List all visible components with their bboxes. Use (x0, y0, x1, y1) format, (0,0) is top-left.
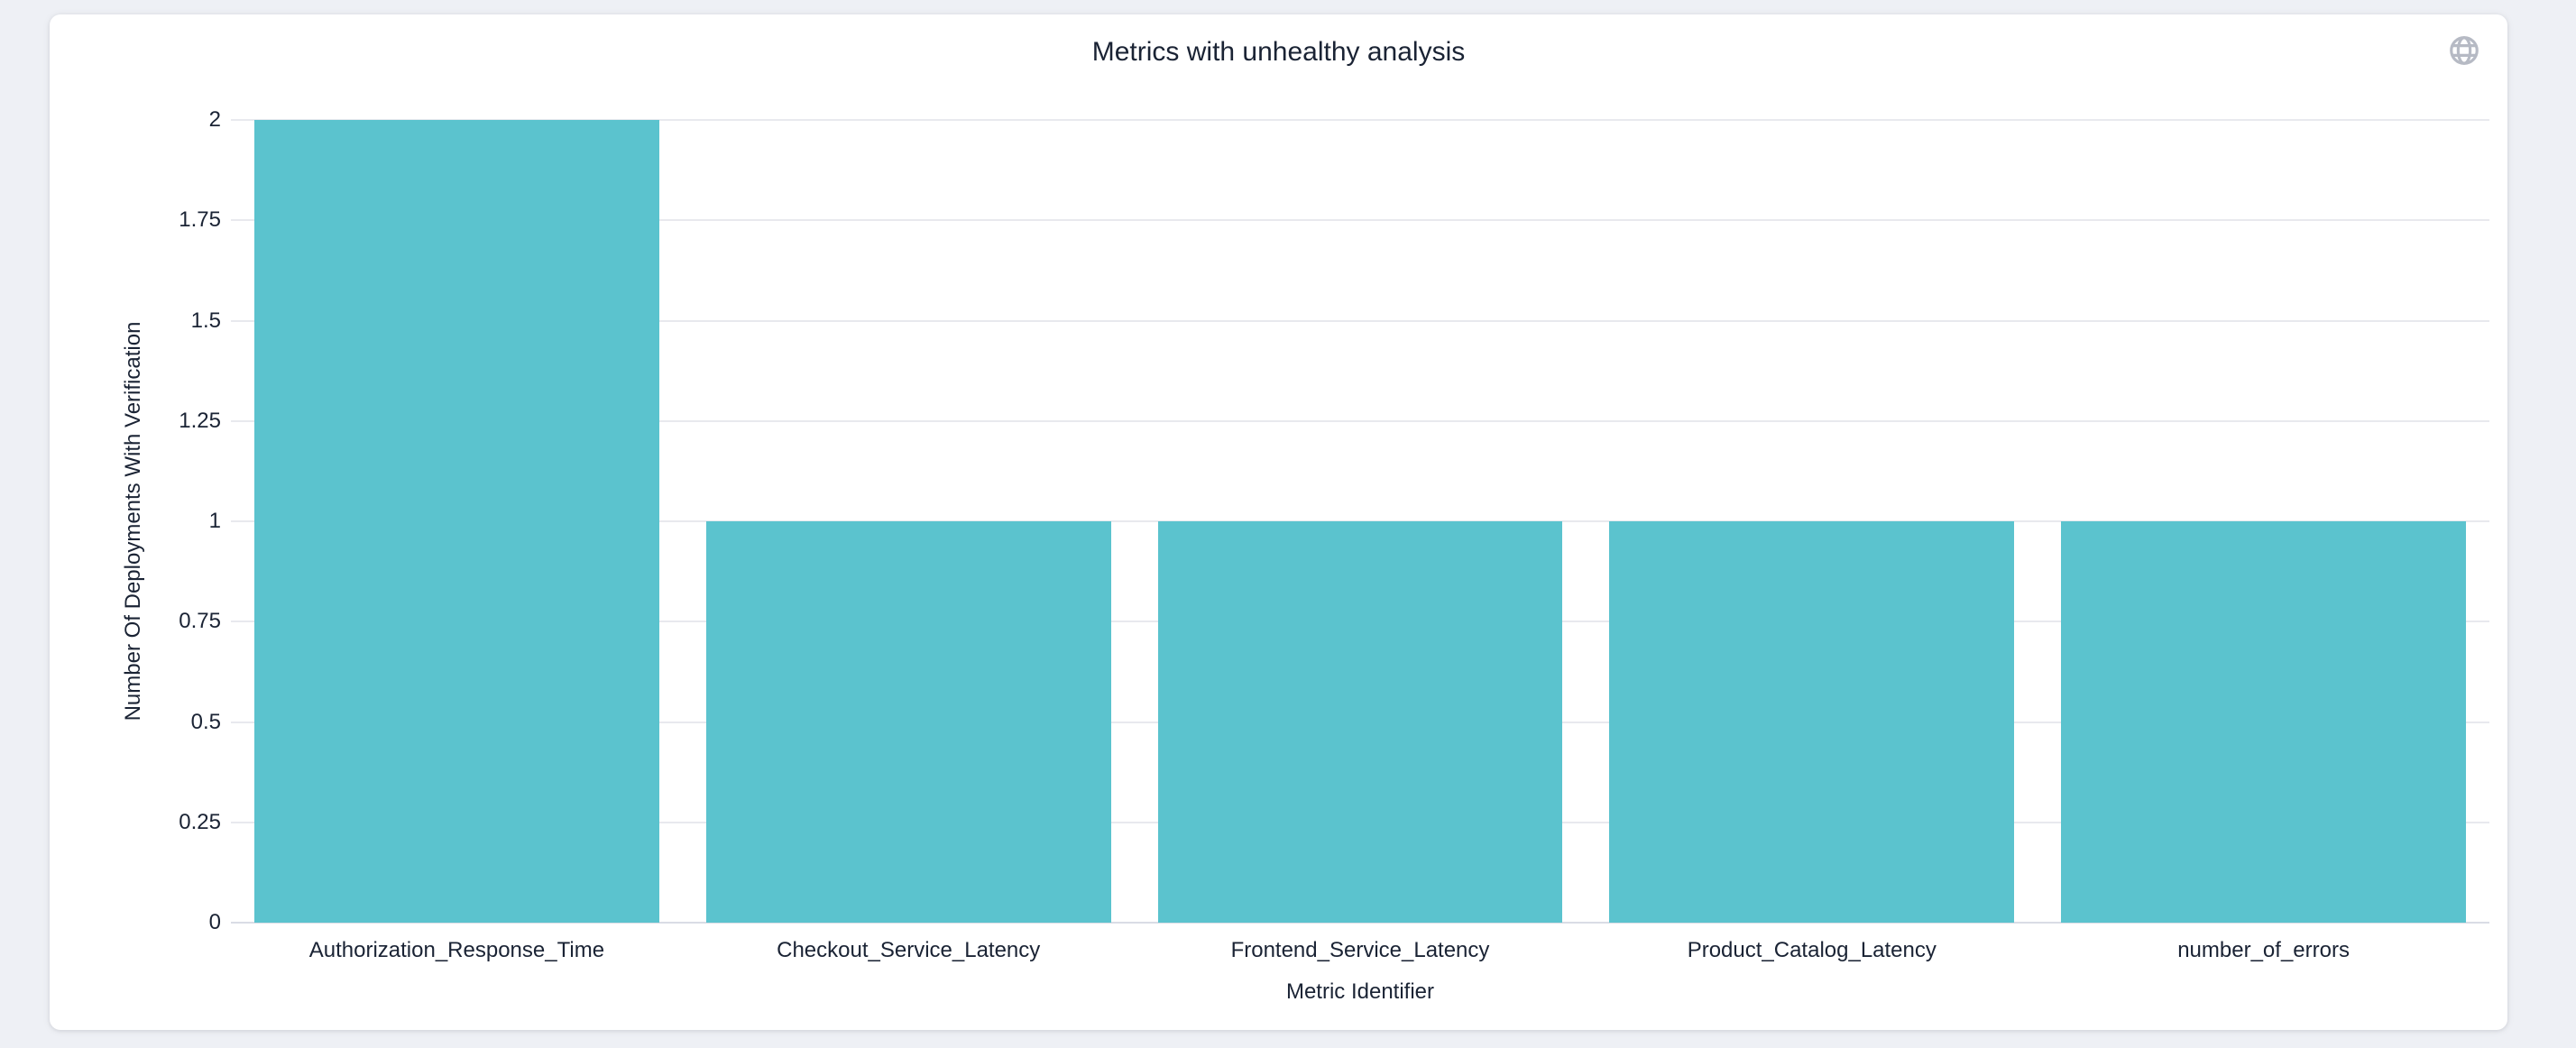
x-axis-title: Metric Identifier (1285, 979, 1435, 1004)
globe-icon (2450, 36, 2479, 65)
gridline (231, 319, 2489, 322)
globe-button[interactable] (2447, 32, 2483, 69)
gridline (231, 119, 2489, 121)
gridline (231, 419, 2489, 422)
x-axis-tick-label: Checkout_Service_Latency (777, 938, 1041, 962)
y-axis-tick-label: 0.25 (179, 809, 221, 834)
bar-Frontend_Service_Latency[interactable] (1157, 521, 1563, 923)
x-axis-tick-label: Frontend_Service_Latency (1230, 938, 1490, 962)
x-axis-tick-label: number_of_errors (2177, 938, 2350, 962)
bar-Checkout_Service_Latency[interactable] (705, 521, 1111, 923)
chart-card: Metrics with unhealthy analysis 0 0.25 0.5… (50, 14, 2507, 1030)
gridline (231, 922, 2489, 924)
bar-number_of_errors[interactable] (2061, 521, 2466, 923)
y-axis-tick-label: 1.25 (179, 408, 221, 433)
x-axis-tick-label: Authorization_Response_Time (308, 938, 605, 962)
y-axis-tick-label: 1 (208, 509, 221, 533)
gridline (231, 219, 2489, 222)
y-axis-title: Number Of Deployments With Verification (121, 321, 145, 722)
chart-title: Metrics with unhealthy analysis (1091, 37, 1466, 67)
y-axis-tick-label: 1.75 (179, 207, 221, 233)
y-axis-tick-label: 0.5 (190, 709, 221, 734)
bar-Product_Catalog_Latency[interactable] (1609, 521, 2015, 923)
y-axis-tick-label: 1.5 (190, 308, 221, 333)
y-axis-tick-label: 0 (208, 910, 221, 934)
y-axis-tick-label: 0.75 (179, 609, 221, 634)
plot-area (231, 119, 2489, 924)
x-axis-tick-label: Product_Catalog_Latency (1687, 938, 1937, 962)
y-axis-tick-label: 2 (208, 107, 221, 132)
bar-Authorization_Response_Time[interactable] (254, 120, 659, 923)
